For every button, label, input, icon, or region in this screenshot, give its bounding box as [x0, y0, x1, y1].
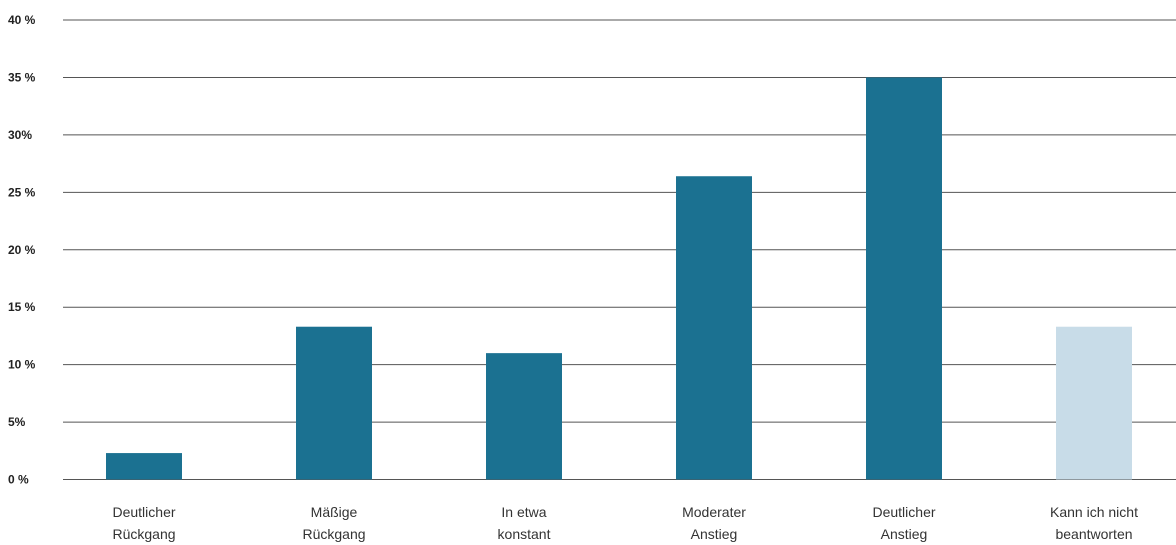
x-tick-label-line: In etwa	[501, 504, 546, 520]
y-tick-label: 5%	[8, 415, 26, 429]
x-tick-label: Deutlicher Rückgang	[112, 504, 175, 542]
y-tick-label: 35 %	[8, 70, 36, 84]
x-tick-label-line: Deutlicher	[872, 504, 935, 520]
x-tick-label: Deutlicher Anstieg	[872, 504, 935, 542]
y-tick-label: 40 %	[8, 13, 36, 27]
x-tick-label: Moderater Anstieg	[682, 504, 746, 542]
gridlines	[63, 19, 1176, 480]
x-tick-label-line: Mäßige	[311, 504, 358, 520]
x-axis-tick-labels: Deutlicher Rückgang Mäßige Rückgang In etwa k…	[112, 504, 1138, 542]
bars	[106, 77, 1132, 480]
x-tick-label-line: Anstieg	[691, 526, 738, 542]
x-tick-label-line: Anstieg	[881, 526, 928, 542]
x-tick-label-line: beantworten	[1055, 526, 1132, 542]
x-tick-label-line: Deutlicher	[112, 504, 175, 520]
x-tick-label-line: Rückgang	[112, 526, 175, 542]
bar	[106, 453, 182, 480]
y-tick-label: 20 %	[8, 243, 36, 257]
x-tick-label-line: Moderater	[682, 504, 746, 520]
x-tick-label: Kann ich nicht beantworten	[1050, 504, 1138, 542]
x-tick-label-line: konstant	[498, 526, 551, 542]
x-tick-label-line: Rückgang	[302, 526, 365, 542]
y-tick-label: 10 %	[8, 358, 36, 372]
x-tick-label: In etwa konstant	[498, 504, 551, 542]
y-tick-label: 25 %	[8, 185, 36, 199]
y-tick-label: 0 %	[8, 473, 29, 487]
bar	[1056, 326, 1132, 480]
y-axis-tick-labels: 0 % 5% 10 % 15 % 20 % 25 % 30% 35 % 40 %	[8, 13, 36, 487]
bar	[866, 77, 942, 480]
bar	[296, 326, 372, 480]
bar	[676, 176, 752, 480]
x-tick-label: Mäßige Rückgang	[302, 504, 365, 542]
bar	[486, 353, 562, 480]
y-tick-label: 30%	[8, 128, 32, 142]
y-tick-label: 15 %	[8, 300, 36, 314]
x-tick-label-line: Kann ich nicht	[1050, 504, 1138, 520]
